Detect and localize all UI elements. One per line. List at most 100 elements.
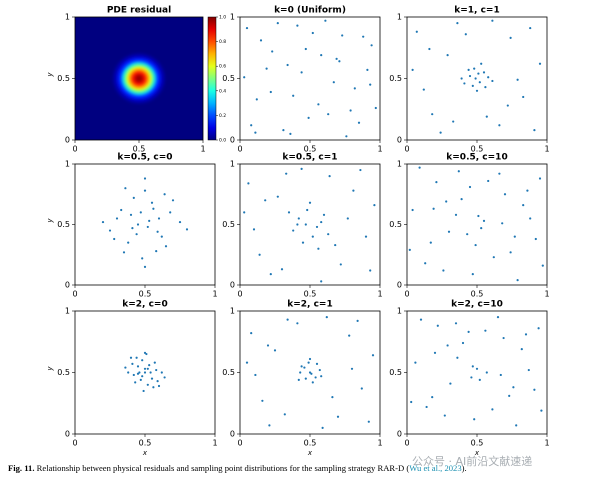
sample-point [308,201,312,204]
x-tick-label: 0.5 [471,439,484,448]
x-tick-label: 1 [544,439,549,448]
sample-point [537,327,540,330]
sample-point [501,222,504,225]
sample-point [145,352,148,356]
sample-point [348,334,351,337]
sample-point [261,399,264,402]
sample-point [127,371,130,374]
y-tick-label: 1 [230,13,235,22]
sample-point [136,372,140,375]
sample-point [447,230,451,233]
sample-point [139,378,142,381]
sample-point [371,354,375,357]
sample-point [468,185,472,189]
x-tick-label: 1 [200,145,205,154]
sample-point [414,361,417,364]
colorbar-tick-label: 0.0 [219,138,226,144]
sample-point [432,207,435,210]
colorbar-tick-label: 1.0 [219,15,226,21]
sample-point [115,217,119,220]
sample-point [529,217,532,220]
sample-point [454,213,458,216]
panel: k=0.5, c=10 0 0.5 1 0 0.5 1 [389,153,549,299]
panel: k=1, c=1 0 0.5 1 0 0.5 1 [389,6,549,154]
x-tick-label: 0.5 [304,439,317,448]
sample-point [366,68,369,71]
y-tick-label: 1 [65,160,70,169]
sample-point [268,424,271,427]
sample-point [131,227,134,230]
sample-point [113,237,116,241]
panel: k=2, c=0 0 0.5 1 0 0.5 1 x y [46,300,218,458]
sample-point [429,241,432,244]
y-tick-label: 1 [230,307,235,316]
sample-point [415,30,418,33]
sample-point [513,235,516,238]
plot-frame [239,16,381,141]
sample-point [527,368,530,372]
sample-point [254,131,257,134]
sample-point [153,361,156,364]
x-tick-label: 0.5 [471,290,484,299]
sample-point [250,332,253,335]
sample-point [456,356,459,359]
sample-point [480,62,483,65]
sample-point [155,368,158,372]
sample-point [522,95,525,99]
sample-point [422,88,425,91]
plot-frame [406,16,548,141]
y-tick-label: 0.5 [222,368,235,377]
sample-point [533,388,536,391]
sample-point [369,269,372,272]
sample-point [336,415,340,418]
x-tick-label: 0 [404,290,409,299]
sample-point [308,357,312,361]
panel: k=0.5, c=1 0 0.5 1 0 0.5 1 [222,153,382,299]
sample-point [356,319,359,322]
x-tick-label: 0.5 [133,145,146,154]
sample-point [475,89,479,92]
panel: PDE residual 0.0 0.2 0.4 0.6 0.8 1.0 0 0.5 1 0 0.5 1… [46,6,226,154]
sample-point [446,54,449,57]
sample-point [478,378,481,381]
sample-point [369,83,372,86]
caption-citation[interactable]: Wu et al., 2023 [409,463,461,473]
sample-point [311,381,314,384]
panel-title: k=1, c=1 [454,6,499,16]
sample-point [314,376,317,379]
sample-point [315,362,319,365]
sample-point [471,273,474,276]
sample-point [287,211,291,214]
x-tick-label: 0 [72,439,77,448]
sample-point [120,208,123,212]
sample-point [273,349,277,352]
y-tick-label: 0 [397,136,402,145]
x-tick-label: 0.5 [471,145,484,154]
sample-point [296,223,299,226]
sample-point [292,94,295,97]
sample-point [482,219,486,222]
sample-point [485,371,488,374]
sample-point [509,251,512,254]
sample-point [360,387,363,390]
sample-point [300,71,303,74]
sample-point [341,34,344,37]
sample-point [289,132,292,135]
sample-point [485,115,488,118]
sample-point [454,322,458,325]
y-tick-label: 0 [65,430,70,439]
sample-point [431,113,434,116]
sample-point [101,220,105,224]
sample-point [160,235,163,238]
sample-point [491,19,494,22]
panel-title: k=2, c=10 [451,300,503,310]
sample-point [134,381,137,384]
sample-point [433,351,437,354]
sample-point [135,233,138,236]
y-tick-label: 1 [65,307,70,316]
sample-point [491,408,494,411]
sample-point [460,197,463,201]
x-tick-label: 1 [377,290,382,299]
x-tick-label: 0.5 [304,290,317,299]
